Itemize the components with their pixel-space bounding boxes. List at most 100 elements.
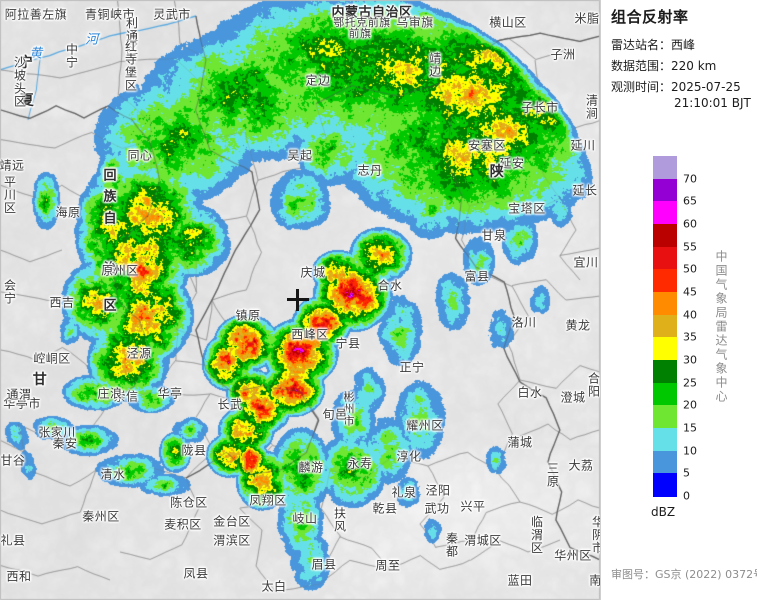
colorbar-band-5-10 — [653, 450, 677, 474]
map-label-6: 乌审旗 — [396, 15, 434, 30]
map-label-92: 太白 — [261, 579, 287, 594]
map-label-13: 红寺堡区 — [123, 40, 138, 92]
map-label-55: 甘 — [32, 372, 48, 388]
map-label-14: 前旗 — [348, 27, 372, 40]
map-label-12: 中宁 — [64, 43, 79, 69]
map-label-99: 华州区 — [554, 548, 592, 563]
map-label-3: 灵武市 — [153, 7, 191, 22]
map-label-68: 彬州市 — [342, 391, 355, 427]
map-label-9: 黄 — [29, 46, 43, 62]
dbz-colorbar: 70 65 60 55 50 45 40 35 30 25 20 15 10 5 0 — [653, 156, 697, 503]
map-label-25: 吴起 — [287, 148, 313, 163]
map-label-94: 秦州区 — [82, 509, 120, 524]
map-label-84: 扶风 — [332, 507, 347, 533]
colorbar-band-15-20 — [653, 405, 677, 429]
colorbar-band-25-30 — [653, 360, 677, 384]
colorbar-band-20-25 — [653, 382, 677, 406]
map-label-20: 子长市 — [521, 100, 559, 115]
map-label-82: 凤翔区 — [249, 493, 287, 508]
map-label-75: 泾阳 — [425, 483, 451, 498]
map-label-56: 华亭市 — [3, 396, 41, 411]
map-label-51: 西峰区 — [291, 327, 329, 342]
colorbar-tick-40: 40 — [683, 308, 697, 322]
colorbar-tick-65: 65 — [683, 194, 697, 208]
colorbar-band-60-65 — [653, 201, 677, 225]
colorbar-units-label: dBZ — [651, 505, 676, 519]
map-label-28: 延川 — [570, 138, 596, 153]
map-label-24: 平川区 — [2, 175, 17, 215]
colorbar-band-35-40 — [653, 314, 677, 338]
map-label-53: 正宁 — [399, 360, 425, 375]
map-label-23: 靖远 — [0, 158, 25, 173]
map-label-8: 米脂 — [574, 11, 600, 26]
map-label-70: 耀州区 — [406, 418, 444, 433]
map-label-39: 甘泉 — [481, 228, 507, 243]
map-label-38: 宝塔区 — [508, 201, 546, 216]
map-label-88: 武功 — [424, 501, 450, 516]
map-label-62: 华亭 — [157, 386, 183, 401]
range-row: 数据范围：220 km — [611, 57, 716, 74]
colorbar-tick-0: 0 — [683, 489, 690, 503]
colorbar-tick-15: 15 — [683, 421, 697, 435]
map-label-16: 夏 — [19, 93, 35, 109]
map-label-26: 志丹 — [357, 163, 383, 178]
map-label-34: 治 — [100, 261, 116, 275]
map-label-36: 陕 — [489, 164, 505, 180]
map-label-85: 乾县 — [372, 501, 398, 516]
map-label-103: 蓝田 — [507, 573, 533, 588]
colorbar-tick-20: 20 — [683, 398, 697, 412]
map-label-57: 崇信 — [113, 389, 139, 404]
map-label-43: 会宁 — [2, 279, 17, 305]
map-label-65: 秦安 — [52, 436, 78, 451]
map-label-19: 靖边 — [427, 52, 442, 78]
map-label-91: 凤县 — [183, 566, 209, 581]
map-label-87: 渭滨区 — [213, 533, 251, 548]
map-label-63: 张家川 — [38, 425, 76, 440]
map-label-67: 长武 — [217, 397, 243, 412]
map-label-79: 合阳 — [586, 372, 601, 398]
colorbar-tick-70: 70 — [683, 172, 697, 186]
map-label-4: 内蒙古自治区 — [331, 5, 413, 21]
map-label-37: 延长 — [572, 183, 598, 198]
colorbar-band-45-50 — [653, 269, 677, 293]
map-label-18: 定边 — [305, 73, 331, 88]
map-label-45: 庆城 — [300, 265, 326, 280]
map-label-76: 三原 — [545, 462, 560, 488]
map-label-73: 永寿 — [347, 456, 373, 471]
map-label-104: 南郑区 — [589, 573, 600, 588]
map-label-0: 阿拉善左旗 — [4, 7, 68, 22]
map-label-1: 青铜峡市 — [84, 7, 136, 22]
map-label-66: 清水 — [100, 467, 126, 482]
range-label: 数据范围： — [611, 59, 672, 73]
colorbar-tick-45: 45 — [683, 285, 697, 299]
map-label-42: 西吉 — [49, 295, 75, 310]
station-label: 雷达站名： — [611, 38, 672, 52]
map-label-10: 河 — [85, 32, 99, 48]
colorbar-band-40-45 — [653, 292, 677, 316]
map-label-22: 同心 — [127, 148, 153, 163]
map-label-58: 白水 — [517, 385, 543, 400]
map-label-72: 麟游 — [298, 460, 324, 475]
colorbar-band-55-60 — [653, 224, 677, 248]
map-label-41: 富县 — [464, 269, 490, 284]
colorbar-tick-25: 25 — [683, 376, 697, 390]
info-panel: 组合反射率 雷达站名：西峰 数据范围：220 km 观测时间：2025-07-2… — [600, 0, 757, 600]
map-label-86: 金台区 — [213, 514, 251, 529]
map-label-90: 眉县 — [311, 557, 337, 572]
colorbar-tick-5: 5 — [683, 466, 690, 480]
map-label-83: 岐山 — [292, 511, 318, 526]
map-label-100: 华阴市 — [590, 515, 601, 555]
map-label-102: 秦都 — [444, 532, 459, 558]
colorbar-tick-30: 30 — [683, 353, 697, 367]
colorbar-band-10-15 — [653, 428, 677, 452]
map-label-40: 宜川 — [573, 255, 599, 270]
map-label-60: 通渭 — [6, 387, 32, 402]
map-label-35: 区 — [100, 298, 116, 312]
map-approval-number: 审图号：GS京 (2022) 0372号 — [611, 568, 757, 581]
colorbar-band-0-5 — [653, 473, 677, 497]
map-label-98: 临渭区 — [529, 515, 544, 555]
map-label-31: 回 — [100, 168, 116, 182]
radar-map-panel[interactable]: 阿拉善左旗 青铜峡市 利通区 灵武市 内蒙古自治区 鄂托克前旗 乌审旗 横山区 米脂黄 河宁 中宁 红… — [0, 0, 600, 600]
station-row: 雷达站名：西峰 — [611, 36, 695, 53]
